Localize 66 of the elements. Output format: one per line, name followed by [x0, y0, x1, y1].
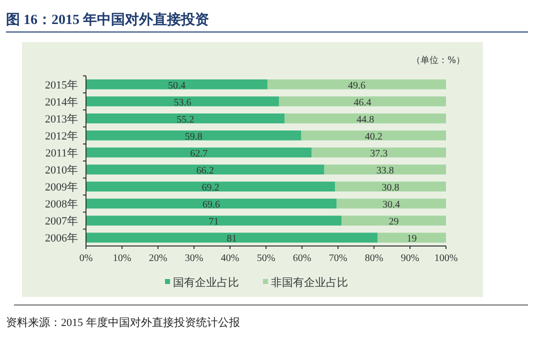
x-tick-label: 50% [256, 253, 276, 264]
bar [324, 164, 446, 174]
y-tick-label: 2008年 [45, 198, 78, 211]
bar [86, 130, 302, 140]
x-tick-label: 70% [328, 253, 348, 264]
data-label: 49.6 [348, 80, 366, 92]
y-tick-label: 2011年 [45, 147, 78, 160]
data-label: 29 [388, 216, 399, 228]
y-tick-label: 2014年 [45, 96, 78, 108]
y-tick-label: 2010年 [45, 164, 78, 177]
y-tick-label: 2015年 [45, 79, 78, 92]
bar [335, 182, 446, 192]
x-tick-label: 40% [220, 253, 240, 264]
data-label: 40.2 [364, 131, 382, 142]
bar [86, 164, 324, 174]
bar [86, 198, 337, 209]
data-label: 30.8 [382, 182, 400, 194]
bar [278, 96, 446, 106]
x-tick-label: 100% [434, 253, 458, 264]
x-tick-label: 90% [400, 253, 420, 264]
x-tick-label: 20% [148, 253, 168, 264]
bar [301, 130, 446, 140]
text: （单位：%） [411, 55, 465, 66]
bar [284, 113, 446, 124]
x-tick-label: 30% [184, 253, 204, 264]
bar [86, 232, 378, 243]
bar [86, 182, 336, 192]
bar [267, 79, 446, 90]
y-tick-label: 2012年 [45, 130, 78, 142]
bar [336, 198, 446, 209]
bar [378, 232, 446, 243]
y-tick-label: 2009年 [45, 182, 78, 194]
data-label: 71 [208, 216, 219, 228]
chart-title: 图 16：2015 年中国对外直接投资 [6, 11, 209, 28]
bar [86, 79, 268, 90]
y-tick-label: 2013年 [45, 113, 78, 126]
data-label: 37.3 [370, 148, 388, 160]
x-tick-label: 60% [292, 253, 312, 264]
data-label: 66.2 [196, 166, 214, 177]
data-label: 19 [406, 234, 417, 245]
text: 资料来源：2015 年度中国对外直接投资统计公报 [6, 316, 240, 329]
x-tick-label: 10% [112, 253, 132, 264]
x-tick-label: 0% [79, 253, 93, 264]
data-label: 59.8 [184, 131, 202, 142]
legend-label: 非国有企业占比 [271, 276, 348, 289]
x-tick-label: 80% [364, 253, 384, 264]
legend-label: 国有企业占比 [173, 276, 239, 289]
bar [86, 148, 312, 158]
data-label: 46.4 [354, 97, 372, 108]
data-label: 33.8 [376, 166, 394, 177]
data-label: 81 [226, 234, 237, 245]
bar [86, 96, 279, 106]
y-tick-label: 2007年 [45, 216, 78, 228]
data-label: 30.4 [382, 200, 400, 211]
bar [86, 113, 285, 124]
data-label: 69.2 [202, 182, 220, 194]
y-tick-label: 2006年 [45, 232, 78, 245]
data-label: 50.4 [168, 80, 186, 92]
data-label: 44.8 [356, 114, 374, 126]
bar [342, 216, 446, 226]
data-label: 55.2 [176, 114, 194, 126]
data-label: 62.7 [190, 148, 208, 160]
bar [86, 216, 342, 226]
data-label: 53.6 [174, 97, 192, 108]
bar [312, 148, 446, 158]
data-label: 69.6 [202, 200, 220, 211]
